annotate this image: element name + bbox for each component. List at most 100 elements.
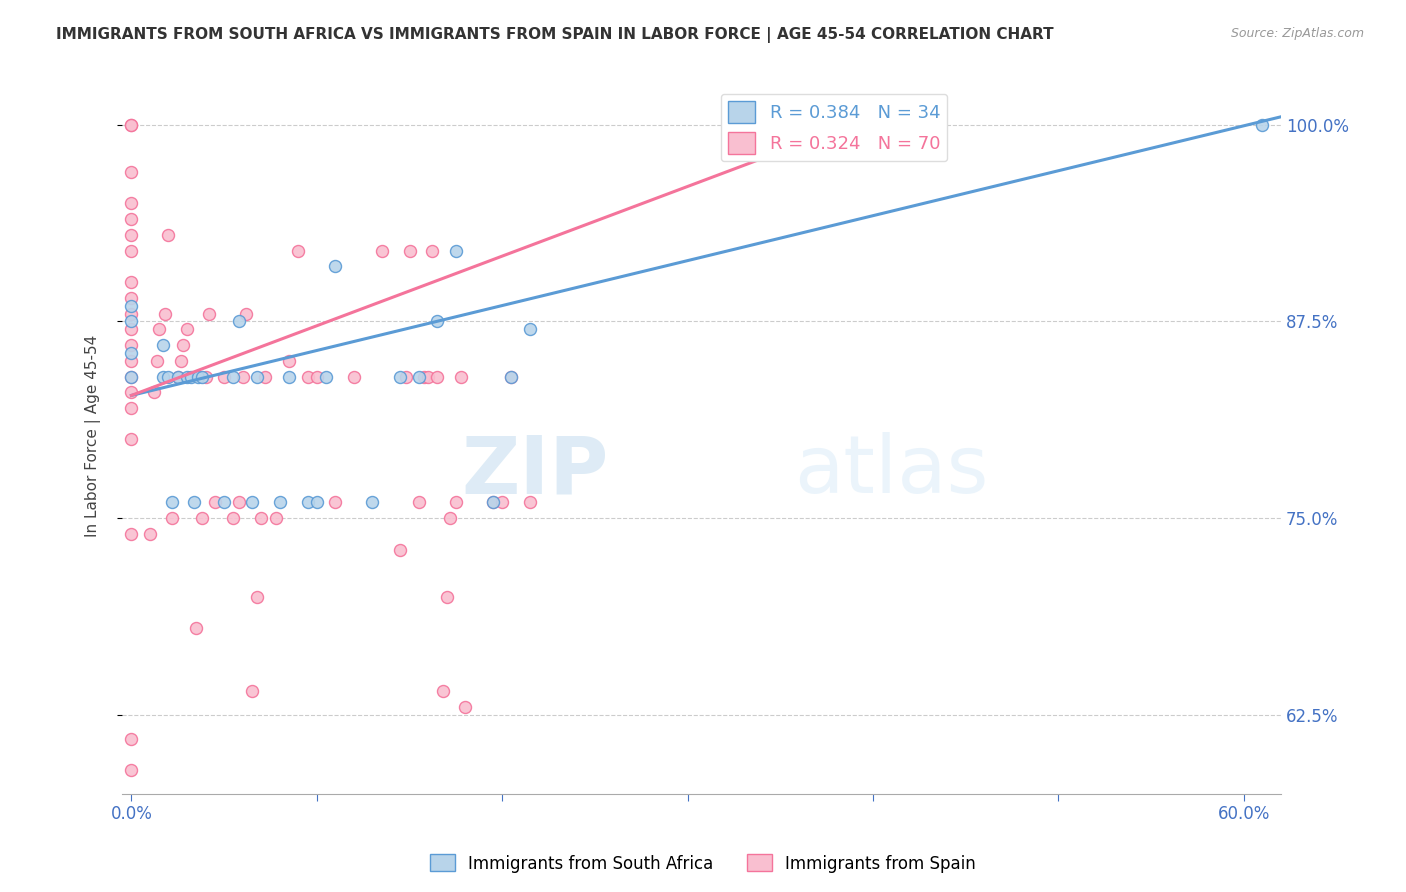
Point (152, 338, 174, 352)
Point (450, 369, 472, 384)
Point (240, 684, 263, 698)
Point (194, 369, 217, 384)
Point (416, 369, 439, 384)
Point (120, 212, 142, 227)
Text: atlas: atlas (794, 433, 988, 510)
Point (120, 369, 142, 384)
Point (120, 275, 142, 289)
Point (120, 299, 142, 313)
Point (176, 322, 198, 336)
Point (297, 495, 319, 509)
Point (343, 369, 366, 384)
Point (146, 353, 169, 368)
Point (152, 369, 174, 384)
Point (389, 542, 412, 557)
Point (120, 165, 142, 179)
Point (222, 511, 245, 525)
Point (160, 495, 183, 509)
Point (315, 369, 337, 384)
Point (325, 495, 347, 509)
Point (120, 322, 142, 336)
Point (120, 369, 142, 384)
Point (120, 527, 142, 541)
Point (191, 511, 214, 525)
Legend: Immigrants from South Africa, Immigrants from Spain: Immigrants from South Africa, Immigrants… (423, 847, 983, 880)
Point (186, 621, 208, 635)
Point (120, 731, 142, 746)
Point (170, 353, 193, 368)
Point (183, 495, 205, 509)
Point (361, 495, 384, 509)
Point (408, 369, 430, 384)
Point (240, 495, 263, 509)
Legend: R = 0.384   N = 34, R = 0.324   N = 70: R = 0.384 N = 34, R = 0.324 N = 70 (721, 94, 948, 161)
Point (413, 369, 436, 384)
Point (250, 511, 273, 525)
Point (235, 307, 257, 321)
Point (157, 369, 180, 384)
Point (166, 369, 188, 384)
Point (120, 401, 142, 415)
Point (444, 244, 467, 258)
Point (325, 260, 347, 274)
Point (204, 495, 226, 509)
Point (519, 322, 541, 336)
Point (420, 244, 443, 258)
Point (120, 227, 142, 242)
Point (198, 307, 221, 321)
Point (212, 369, 235, 384)
Point (120, 118, 142, 132)
Point (120, 291, 142, 305)
Point (176, 369, 198, 384)
Point (439, 511, 461, 525)
Point (297, 369, 319, 384)
Point (139, 527, 162, 541)
Point (120, 196, 142, 211)
Point (426, 369, 449, 384)
Point (1251, 118, 1274, 132)
Point (305, 369, 328, 384)
Point (120, 346, 142, 360)
Point (120, 118, 142, 132)
Point (482, 495, 505, 509)
Point (370, 244, 392, 258)
Point (398, 244, 420, 258)
Point (120, 244, 142, 258)
Point (172, 338, 194, 352)
Point (180, 369, 202, 384)
Text: IMMIGRANTS FROM SOUTH AFRICA VS IMMIGRANTS FROM SPAIN IN LABOR FORCE | AGE 45-54: IMMIGRANTS FROM SOUTH AFRICA VS IMMIGRAN… (56, 27, 1054, 43)
Point (228, 495, 250, 509)
Text: ZIP: ZIP (461, 433, 609, 510)
Point (166, 369, 188, 384)
Point (120, 433, 142, 447)
Point (269, 495, 291, 509)
Point (482, 495, 505, 509)
Point (305, 495, 328, 509)
Point (519, 495, 541, 509)
Point (120, 314, 142, 328)
Point (120, 763, 142, 777)
Point (432, 684, 454, 698)
Point (153, 307, 176, 321)
Point (120, 307, 142, 321)
Point (287, 244, 309, 258)
Point (426, 314, 449, 328)
Point (187, 369, 209, 384)
Point (246, 590, 269, 604)
Point (228, 314, 250, 328)
Point (232, 369, 254, 384)
Point (246, 369, 269, 384)
Point (142, 385, 165, 400)
Point (120, 338, 142, 352)
Point (120, 385, 142, 400)
Point (408, 495, 430, 509)
Text: Source: ZipAtlas.com: Source: ZipAtlas.com (1230, 27, 1364, 40)
Point (278, 353, 301, 368)
Point (444, 495, 467, 509)
Point (222, 369, 245, 384)
Point (160, 511, 183, 525)
Point (264, 511, 287, 525)
Point (501, 369, 523, 384)
Point (157, 227, 180, 242)
Point (389, 369, 412, 384)
